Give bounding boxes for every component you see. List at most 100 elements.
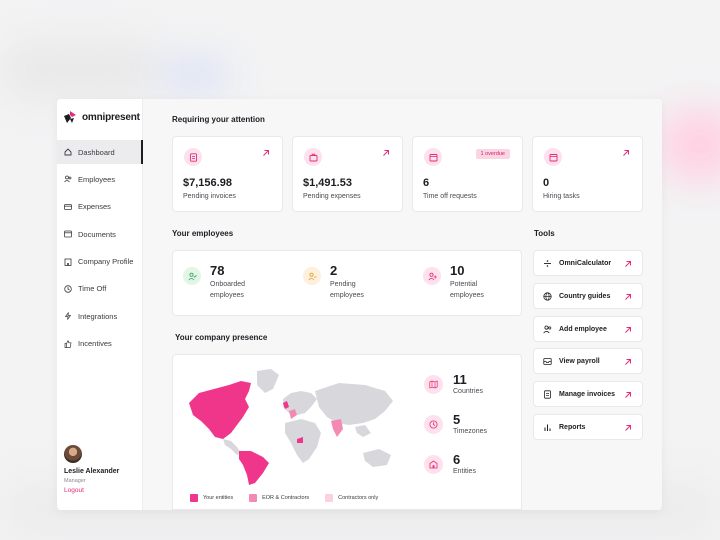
map-europe (283, 391, 317, 415)
stat-label: Entities (453, 468, 476, 475)
attention-card-expenses[interactable]: $1,491.53 Pending expenses (292, 136, 403, 212)
stat-value: 6 (453, 452, 461, 467)
user-profile: Leslie Alexander Manager Logout (64, 445, 119, 494)
presence-stat-timezones: 5 Timezones (424, 413, 487, 436)
tool-manage-invoices[interactable]: Manage invoices (533, 381, 643, 407)
sidebar-item-label: Documents (78, 229, 116, 239)
sidebar-item-company-profile[interactable]: Company Profile (57, 250, 143, 274)
external-arrow-icon[interactable] (262, 149, 270, 157)
attention-value: 0 (543, 177, 550, 189)
map-asia (315, 383, 393, 425)
tool-add-employee[interactable]: Add employee (533, 316, 643, 342)
presence-stat-countries: 11 Countries (424, 373, 483, 396)
globe-icon (543, 291, 552, 301)
employee-stat-onboarded[interactable]: 78 Onboarded employees (183, 264, 260, 301)
attention-title: Requiring your attention (172, 115, 265, 124)
employee-stat-pending[interactable]: 2 Pending employees (303, 264, 380, 301)
legend-swatch (190, 494, 198, 502)
stat-value: 5 (453, 412, 461, 427)
map-southeast-asia (355, 425, 371, 437)
attention-card-hiring[interactable]: 0 Hiring tasks (532, 136, 643, 212)
map-south-america (239, 451, 269, 485)
attention-card-invoices[interactable]: $7,156.98 Pending invoices (172, 136, 283, 212)
logo[interactable]: omnipresent (64, 111, 140, 123)
sidebar-item-time-off[interactable]: Time Off (57, 277, 143, 301)
user-pending-icon (303, 267, 321, 285)
map-india (331, 419, 343, 437)
building-icon (64, 258, 72, 266)
legend-swatch (249, 494, 258, 502)
tool-omnicalculator[interactable]: OmniCalculator (533, 250, 643, 276)
stat-label: Countries (453, 388, 483, 395)
sidebar-item-documents[interactable]: Documents (57, 222, 143, 246)
tool-reports[interactable]: Reports (533, 414, 643, 440)
sidebar-item-label: Expenses (78, 202, 111, 212)
stat-label: Timezones (453, 428, 487, 435)
employees-title: Your employees (172, 229, 234, 238)
sidebar-item-integrations[interactable]: Integrations (57, 304, 143, 328)
employee-count: 78 (210, 263, 225, 278)
map-north-america (189, 381, 251, 439)
building-icon (424, 455, 443, 474)
add-user-icon (543, 325, 552, 334)
briefcase-icon (304, 148, 322, 166)
inbox-icon (543, 357, 552, 366)
sidebar-nav: Dashboard Employees Expenses Documents C… (57, 140, 143, 359)
sidebar-item-employees[interactable]: Employees (57, 167, 143, 191)
clock-icon (424, 415, 443, 434)
sidebar-item-label: Dashboard (78, 147, 115, 157)
document-icon (64, 230, 72, 238)
omnipresent-logo-icon (64, 111, 76, 123)
legend-label: Contractors only (338, 495, 379, 501)
sidebar-item-incentives[interactable]: Incentives (57, 332, 143, 356)
external-arrow-icon[interactable] (622, 149, 630, 157)
attention-label: Time off requests (423, 193, 477, 200)
world-map[interactable] (179, 363, 409, 485)
presence-title: Your company presence (175, 333, 268, 342)
external-arrow-icon[interactable] (382, 149, 390, 157)
attention-value: $1,491.53 (303, 177, 352, 189)
sidebar-item-label: Integrations (78, 311, 118, 321)
map-legend: Your entities EOR & Contractors Contract… (190, 494, 394, 502)
app-window: omnipresent Dashboard Employees Expenses… (57, 99, 662, 510)
employee-label: Potential employees (450, 281, 484, 299)
employee-count: 10 (450, 263, 465, 278)
external-arrow-icon (624, 293, 632, 301)
sidebar-item-dashboard[interactable]: Dashboard (57, 140, 143, 164)
bar-chart-icon (543, 423, 552, 432)
sidebar-item-label: Incentives (78, 339, 112, 349)
calculator-icon (543, 259, 552, 268)
tool-label: Manage invoices (559, 390, 616, 398)
legend-swatch (325, 494, 334, 502)
legend-item: EOR & Contractors (249, 494, 309, 502)
attention-card-time-off[interactable]: 1 overdue 6 Time off requests (412, 136, 523, 212)
external-arrow-icon (624, 326, 632, 334)
map-icon (424, 375, 443, 394)
sidebar-item-expenses[interactable]: Expenses (57, 195, 143, 219)
logout-link[interactable]: Logout (64, 487, 84, 494)
attention-label: Hiring tasks (543, 193, 580, 200)
users-icon (64, 175, 72, 183)
avatar[interactable] (64, 445, 82, 463)
overdue-badge: 1 overdue (475, 149, 510, 159)
brand-name: omnipresent (82, 111, 140, 123)
map-uk (283, 401, 289, 409)
employee-stat-potential[interactable]: 10 Potential employees (423, 264, 500, 301)
user-plus-icon (423, 267, 441, 285)
employee-count: 2 (330, 263, 338, 278)
map-africa-country (297, 437, 303, 443)
sidebar-item-label: Employees (78, 174, 116, 184)
attention-value: 6 (423, 177, 430, 189)
external-arrow-icon (624, 424, 632, 432)
tool-label: Country guides (559, 292, 611, 300)
tool-country-guides[interactable]: Country guides (533, 283, 643, 309)
tool-label: OmniCalculator (559, 259, 612, 267)
thumbs-up-icon (64, 340, 72, 348)
user-name: Leslie Alexander (64, 468, 120, 475)
attention-label: Pending expenses (303, 193, 361, 200)
tool-label: View payroll (559, 357, 600, 365)
external-arrow-icon (624, 358, 632, 366)
external-arrow-icon (624, 260, 632, 268)
tool-view-payroll[interactable]: View payroll (533, 348, 643, 374)
tool-label: Add employee (559, 325, 607, 333)
